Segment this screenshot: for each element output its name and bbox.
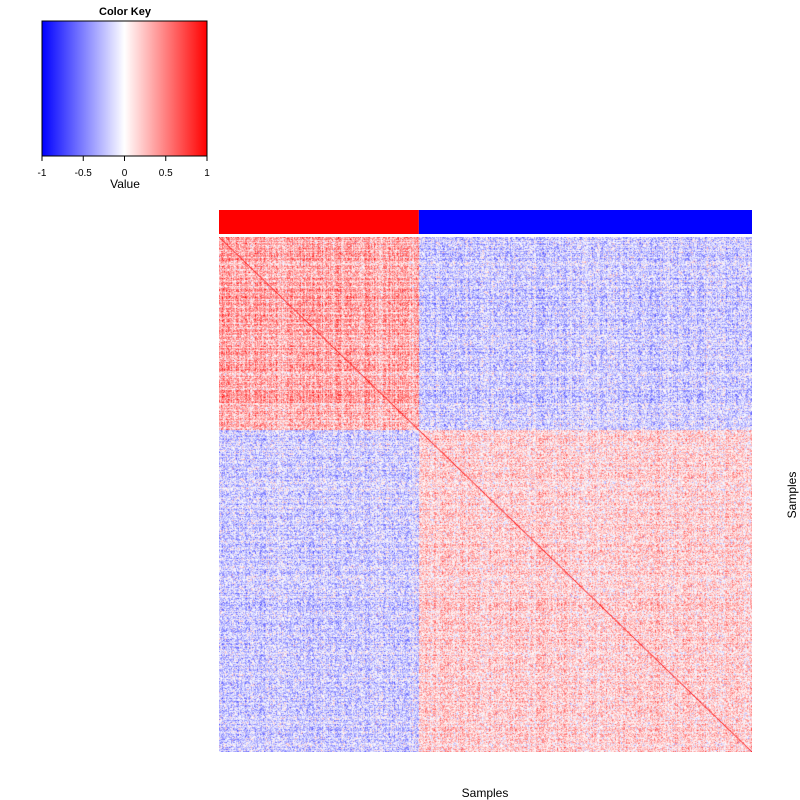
group-bar-group-1 [219,210,419,234]
color-key-tick-label: 0 [122,168,128,179]
color-key-tick-label: 1 [204,168,210,179]
color-key-tick-label: -1 [38,168,47,179]
color-key-tick-label: 0.5 [159,168,173,179]
color-key-tick-label: -0.5 [75,168,93,179]
color-key: Color Key -1 -0.5 0 0.5 1 Value [38,6,211,191]
y-axis-label: Samples [785,472,799,519]
color-key-label: Value [110,177,140,191]
color-key-gradient [42,21,207,156]
group-color-bar [219,210,752,234]
correlation-heatmap [219,237,752,752]
color-key-title: Color Key [99,6,152,18]
group-bar-group-2 [418,210,752,234]
color-key-ticks: -1 -0.5 0 0.5 1 [38,156,210,179]
x-axis-label: Samples [462,786,509,800]
